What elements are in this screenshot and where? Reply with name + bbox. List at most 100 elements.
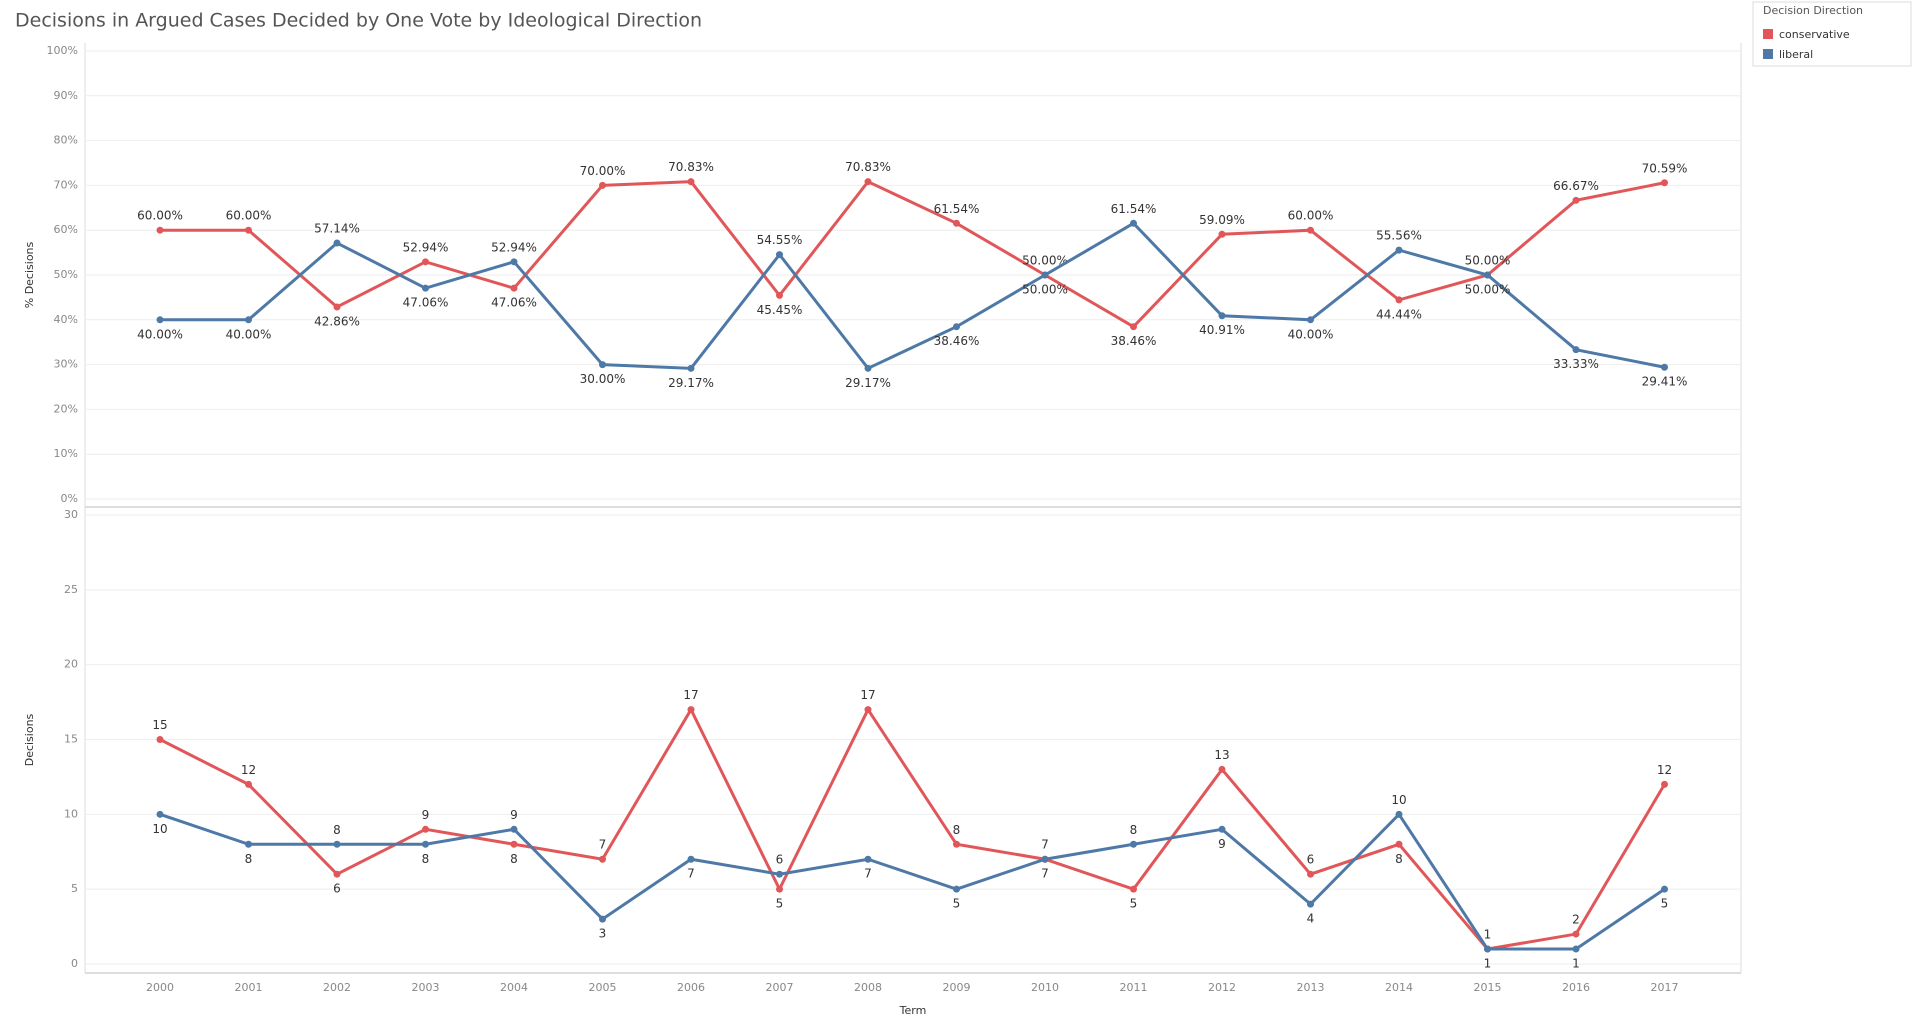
data-label: 5 — [953, 897, 961, 911]
x-tick-label: 2009 — [943, 981, 971, 994]
point — [687, 364, 695, 372]
data-label: 59.09% — [1199, 213, 1245, 227]
data-label: 7 — [864, 867, 872, 881]
y-tick-label: 5 — [71, 882, 78, 895]
x-tick-label: 2007 — [766, 981, 794, 994]
point — [1130, 885, 1137, 893]
point — [1572, 196, 1580, 204]
data-label: 7 — [687, 867, 695, 881]
data-label: 70.00% — [580, 164, 626, 178]
data-label: 70.83% — [845, 160, 891, 174]
point — [1661, 885, 1668, 893]
data-label: 8 — [422, 852, 430, 866]
data-label: 5 — [1661, 897, 1669, 911]
point — [156, 736, 164, 743]
series-line — [160, 221, 1665, 371]
data-label: 38.46% — [934, 334, 980, 348]
x-tick-label: 2011 — [1120, 981, 1148, 994]
data-label: 1 — [1484, 928, 1492, 942]
point — [776, 885, 783, 893]
point — [1395, 246, 1403, 254]
data-label: 50.00% — [1022, 283, 1068, 297]
point — [333, 870, 341, 878]
point — [1484, 271, 1491, 279]
legend-label: conservative — [1779, 28, 1850, 41]
x-tick-label: 2016 — [1562, 981, 1590, 994]
point — [156, 226, 164, 234]
x-axis-label: Term — [899, 1004, 927, 1017]
data-label: 17 — [683, 688, 698, 702]
y-tick-label: 90% — [54, 89, 78, 102]
y-tick-label: 20 — [64, 658, 78, 671]
point — [1307, 900, 1314, 908]
point — [1218, 312, 1226, 320]
data-label: 5 — [1130, 897, 1138, 911]
y-axis-label: % Decisions — [23, 241, 36, 308]
data-label: 57.14% — [314, 222, 360, 236]
point — [687, 178, 695, 186]
y-tick-label: 15 — [64, 733, 78, 746]
point — [599, 915, 606, 923]
data-label: 61.54% — [1111, 202, 1157, 216]
point — [1130, 840, 1137, 848]
point — [422, 825, 429, 833]
y-tick-label: 25 — [64, 583, 78, 596]
point — [156, 316, 164, 324]
x-tick-label: 2001 — [235, 981, 263, 994]
point — [599, 855, 606, 863]
data-label: 2 — [1572, 913, 1580, 927]
point — [1041, 855, 1049, 863]
point — [864, 855, 872, 863]
data-label: 12 — [1657, 763, 1672, 777]
x-tick-label: 2015 — [1474, 981, 1502, 994]
y-tick-label: 20% — [54, 402, 78, 415]
data-label: 9 — [510, 808, 518, 822]
point — [1307, 870, 1314, 878]
data-label: 9 — [422, 808, 430, 822]
data-label: 70.83% — [668, 160, 714, 174]
point — [510, 840, 518, 848]
legend-title: Decision Direction — [1763, 4, 1863, 17]
x-tick-label: 2008 — [854, 981, 882, 994]
point — [1041, 271, 1049, 279]
point — [333, 303, 341, 311]
data-label: 7 — [1041, 838, 1049, 852]
point — [1661, 363, 1668, 371]
data-label: 70.59% — [1642, 161, 1688, 175]
x-tick-label: 2014 — [1385, 981, 1413, 994]
x-tick-label: 2010 — [1031, 981, 1059, 994]
y-axis-label: Decisions — [23, 713, 36, 766]
point — [1572, 945, 1580, 953]
point — [1218, 825, 1226, 833]
point — [776, 291, 783, 299]
data-label: 8 — [1395, 852, 1403, 866]
data-label: 5 — [776, 897, 784, 911]
data-label: 44.44% — [1376, 307, 1422, 321]
data-label: 50.00% — [1022, 254, 1068, 268]
data-label: 47.06% — [403, 296, 449, 310]
data-label: 47.06% — [491, 296, 537, 310]
point — [510, 284, 518, 292]
point — [1218, 765, 1226, 773]
data-label: 52.94% — [403, 240, 449, 254]
point — [953, 840, 960, 848]
data-label: 52.94% — [491, 240, 537, 254]
data-label: 40.91% — [1199, 323, 1245, 337]
point — [1395, 840, 1403, 848]
x-tick-label: 2002 — [323, 981, 351, 994]
point — [510, 258, 518, 266]
y-tick-label: 80% — [54, 134, 78, 147]
data-label: 13 — [1214, 748, 1229, 762]
point — [953, 219, 960, 227]
y-tick-label: 70% — [54, 178, 78, 191]
y-tick-label: 10% — [54, 447, 78, 460]
point — [1572, 930, 1580, 938]
point — [776, 870, 783, 878]
x-tick-label: 2000 — [146, 981, 174, 994]
y-tick-label: 40% — [54, 313, 78, 326]
data-label: 17 — [860, 688, 875, 702]
y-tick-label: 100% — [47, 44, 78, 57]
data-label: 60.00% — [1288, 209, 1334, 223]
y-tick-label: 30% — [54, 358, 78, 371]
point — [1572, 346, 1580, 354]
